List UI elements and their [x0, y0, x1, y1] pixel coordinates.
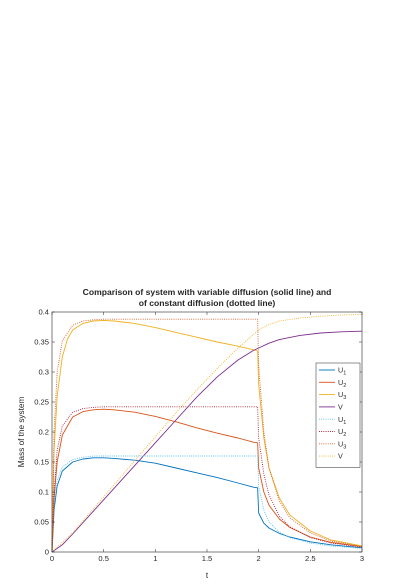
y-tick-label: 0.4	[38, 308, 49, 317]
y-tick-label: 0.15	[34, 458, 49, 467]
y-tick-label: 0.3	[38, 368, 49, 377]
x-tick-label: 0	[50, 554, 54, 563]
chart-title-line-1: Comparison of system with variable diffu…	[83, 287, 332, 297]
legend-label-7: U3	[338, 439, 346, 450]
legend-box	[315, 362, 361, 468]
legend-label-4: V	[338, 403, 343, 412]
x-axis-label: t	[206, 571, 209, 580]
legend-label-8: V	[338, 452, 343, 461]
series-line-5	[51, 455, 363, 553]
x-tick-label: 2	[257, 554, 261, 563]
series-line-3	[51, 319, 363, 553]
y-tick-label: 0	[45, 548, 49, 557]
x-tick-label: 0.5	[98, 554, 109, 563]
y-tick-label: 0.25	[34, 398, 49, 407]
series-line-4	[51, 330, 363, 553]
legend-label-3: U3	[338, 390, 346, 401]
y-tick-label: 0.05	[34, 518, 49, 527]
y-tick-label: 0.35	[34, 338, 49, 347]
legend-label-1: U1	[338, 366, 346, 377]
chart-title-line-2: of constant diffusion (dotted line)	[139, 298, 276, 308]
y-tick-label: 0.1	[38, 488, 49, 497]
series-line-2	[51, 408, 363, 553]
y-tick-label: 0.2	[38, 428, 49, 437]
y-axis-label: Mass of the system	[17, 397, 26, 468]
plot-area: 0 0.5 1 1.5 2 2.5 3 0 0.05 0.1 0.15 0.2 0.25 0.3 0.35 0…	[34, 308, 364, 563]
x-tick-label: 3	[360, 554, 364, 563]
x-tick-label: 2.5	[305, 554, 316, 563]
x-tick-label: 1	[153, 554, 157, 563]
legend-label-2: U2	[338, 378, 346, 389]
legend-label-5: U1	[338, 415, 346, 426]
legend-label-6: U2	[338, 427, 346, 438]
series-line-7	[51, 318, 363, 553]
series-line-8	[51, 313, 363, 553]
plot-background	[52, 312, 362, 552]
x-tick-label: 1.5	[202, 554, 213, 563]
series-line-1	[51, 457, 363, 553]
